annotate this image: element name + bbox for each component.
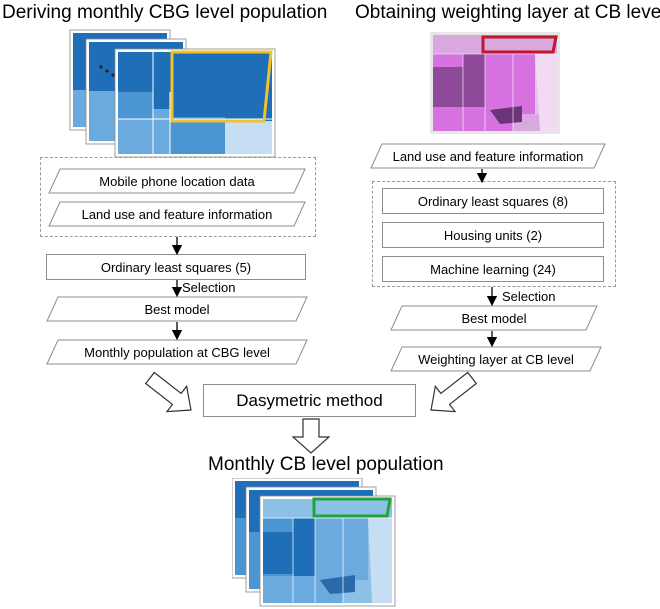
right-ml-box: Machine learning (24) bbox=[382, 256, 604, 282]
left-ols-box: Ordinary least squares (5) bbox=[46, 254, 306, 280]
down-block-arrow bbox=[291, 418, 331, 454]
left-input-landuse-label: Land use and feature information bbox=[81, 206, 273, 222]
right-block-arrow bbox=[430, 371, 478, 413]
right-output-label: Weighting layer at CB level bbox=[418, 351, 574, 367]
right-input-landuse: Land use and feature information bbox=[370, 143, 606, 169]
right-input-landuse-label: Land use and feature information bbox=[392, 148, 584, 164]
left-input-phone: Mobile phone location data bbox=[48, 168, 306, 194]
left-selection-label: Selection bbox=[182, 280, 236, 295]
result-title: Monthly CB level population bbox=[208, 454, 444, 475]
right-methods-group bbox=[372, 181, 616, 287]
dasymetric-method-box: Dasymetric method bbox=[203, 384, 416, 417]
cb-weight-map bbox=[430, 32, 560, 134]
right-title: Obtaining weighting layer at CB level bbox=[355, 2, 660, 23]
left-block-arrow bbox=[144, 371, 192, 413]
right-output: Weighting layer at CB level bbox=[390, 346, 602, 372]
left-best-model-label: Best model bbox=[144, 301, 210, 317]
left-output: Monthly population at CBG level bbox=[46, 339, 308, 365]
cb-result-map-stack bbox=[232, 478, 396, 607]
left-input-landuse: Land use and feature information bbox=[48, 201, 306, 227]
right-selection-label: Selection bbox=[502, 289, 556, 304]
cb-result-front bbox=[259, 495, 396, 607]
left-title: Deriving monthly CBG level population bbox=[2, 2, 328, 23]
cbg-map-stack bbox=[69, 29, 276, 158]
right-ols-box: Ordinary least squares (8) bbox=[382, 188, 604, 214]
left-input-phone-label: Mobile phone location data bbox=[99, 173, 255, 189]
left-output-label: Monthly population at CBG level bbox=[84, 344, 270, 360]
right-best-model-label: Best model bbox=[461, 310, 527, 326]
cbg-map-front bbox=[114, 48, 276, 158]
left-inputs-group bbox=[40, 157, 316, 237]
right-best-model: Best model bbox=[390, 305, 598, 331]
left-best-model: Best model bbox=[46, 296, 308, 322]
right-housing-box: Housing units (2) bbox=[382, 222, 604, 248]
